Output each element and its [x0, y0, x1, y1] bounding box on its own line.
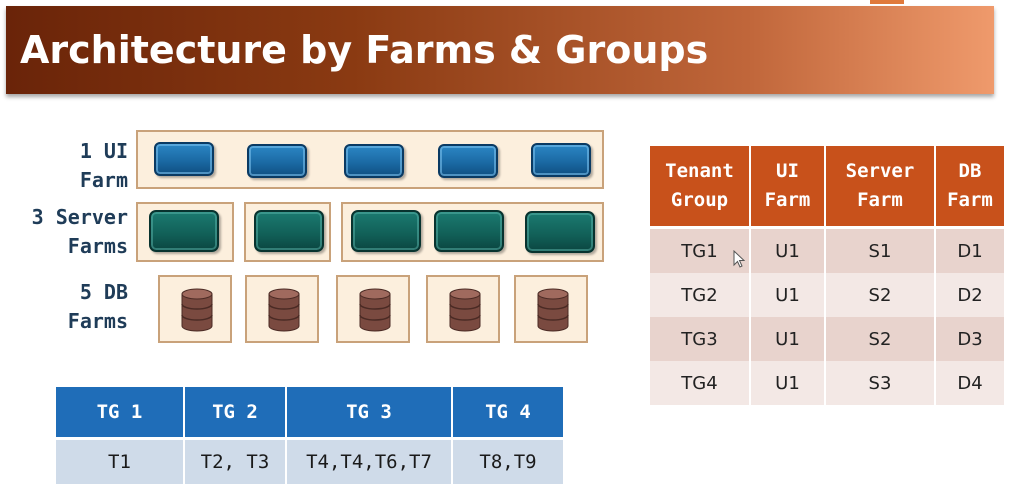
tg4-header: TG 4 — [452, 387, 563, 440]
tg2-header: TG 2 — [184, 387, 287, 440]
db-farm-header-line2: Farm — [947, 189, 993, 211]
tg1-header: TG 1 — [56, 387, 185, 440]
tg3-header: TG 3 — [286, 387, 453, 440]
tg2-tenants: T2, T3 — [184, 438, 287, 484]
mapping-cell: U1 — [750, 273, 826, 317]
mapping-cell: U1 — [750, 317, 826, 361]
mapping-cell: TG1 — [650, 227, 751, 273]
ui-farm-header-line1: UI — [776, 160, 799, 182]
database-cylinder-icon — [268, 288, 300, 332]
mapping-row: TG3 U1 S2 D3 — [650, 317, 1004, 361]
server-farms-label-line1: 3 Server — [31, 205, 128, 229]
mapping-row: TG4 U1 S3 D4 — [650, 361, 1004, 405]
server-block-icon — [149, 210, 219, 252]
server-farm-header: Server Farm — [825, 146, 936, 229]
tenant-group-header: Tenant Group — [650, 146, 751, 229]
database-cylinder-icon — [449, 288, 481, 332]
title-bar: Architecture by Farms & Groups — [6, 6, 994, 94]
database-cylinder-icon — [537, 288, 569, 332]
mapping-cell: TG4 — [650, 361, 751, 405]
tg1-tenants: T1 — [56, 438, 185, 484]
mapping-cell: D4 — [935, 361, 1004, 405]
db-farms-label-line2: Farms — [67, 309, 128, 333]
mapping-cell: S2 — [825, 317, 936, 361]
ui-server-icon — [531, 143, 591, 177]
ui-farm-box — [136, 130, 604, 189]
ui-server-icon — [154, 142, 214, 176]
db-farms-label: 5 DB Farms — [0, 278, 128, 336]
mapping-cell: S2 — [825, 273, 936, 317]
server-block-icon — [351, 210, 421, 252]
mapping-cell: S3 — [825, 361, 936, 405]
server-farms-label-line2: Farms — [67, 234, 128, 258]
server-farm-header-line2: Farm — [857, 189, 903, 211]
ui-farm-label-line1: 1 UI — [79, 139, 128, 163]
ui-server-icon — [247, 144, 307, 178]
tenant-groups-value-row: T1 T2, T3 T4,T4,T6,T7 T8,T9 — [56, 438, 563, 484]
db-farm-box — [426, 275, 500, 343]
mapping-cell: D3 — [935, 317, 1004, 361]
tenant-groups-header-row: TG 1 TG 2 TG 3 TG 4 — [56, 387, 563, 440]
mapping-cell: U1 — [750, 361, 826, 405]
ui-farm-header: UI Farm — [750, 146, 826, 229]
mapping-cell: U1 — [750, 227, 826, 273]
db-farm-box — [514, 275, 588, 343]
server-block-icon — [254, 210, 324, 252]
mapping-row: TG1 U1 S1 D1 — [650, 227, 1004, 273]
server-farms-label: 3 Server Farms — [0, 203, 128, 261]
ui-farm-label-line2: Farm — [79, 168, 128, 192]
mapping-cell: D1 — [935, 227, 1004, 273]
tenant-group-header-line1: Tenant — [665, 160, 734, 182]
database-cylinder-icon — [359, 288, 391, 332]
server-farm-header-line1: Server — [845, 160, 915, 182]
tg4-tenants: T8,T9 — [452, 438, 563, 484]
mapping-cell: TG3 — [650, 317, 751, 361]
database-cylinder-icon — [181, 288, 213, 332]
mapping-cell: S1 — [825, 227, 936, 273]
server-block-icon — [525, 211, 595, 253]
server-block-icon — [434, 210, 504, 252]
tenant-groups-table: TG 1 TG 2 TG 3 TG 4 T1 T2, T3 T4,T4,T6,T… — [56, 387, 563, 484]
mapping-cell: D2 — [935, 273, 1004, 317]
db-farm-box — [245, 275, 319, 343]
corner-tab — [870, 0, 904, 4]
db-farm-box — [336, 275, 410, 343]
ui-server-icon — [438, 144, 498, 178]
db-farms-label-line1: 5 DB — [79, 280, 128, 304]
mouse-cursor-icon — [733, 250, 745, 268]
mapping-header-row: Tenant Group UI Farm Server Farm DB Farm — [650, 146, 1004, 229]
tg3-tenants: T4,T4,T6,T7 — [286, 438, 453, 484]
ui-farm-label: 1 UI Farm — [0, 137, 128, 195]
ui-farm-header-line2: Farm — [764, 189, 811, 211]
slide-title: Architecture by Farms & Groups — [20, 28, 709, 72]
mapping-row: TG2 U1 S2 D2 — [650, 273, 1004, 317]
ui-server-icon — [344, 144, 404, 178]
tenant-group-header-line2: Group — [670, 189, 729, 211]
db-farm-box — [158, 275, 232, 343]
mapping-cell: TG2 — [650, 273, 751, 317]
farm-mapping-table: Tenant Group UI Farm Server Farm DB Farm… — [650, 146, 1004, 405]
db-farm-header: DB Farm — [935, 146, 1004, 229]
db-farm-header-line1: DB — [958, 160, 982, 182]
